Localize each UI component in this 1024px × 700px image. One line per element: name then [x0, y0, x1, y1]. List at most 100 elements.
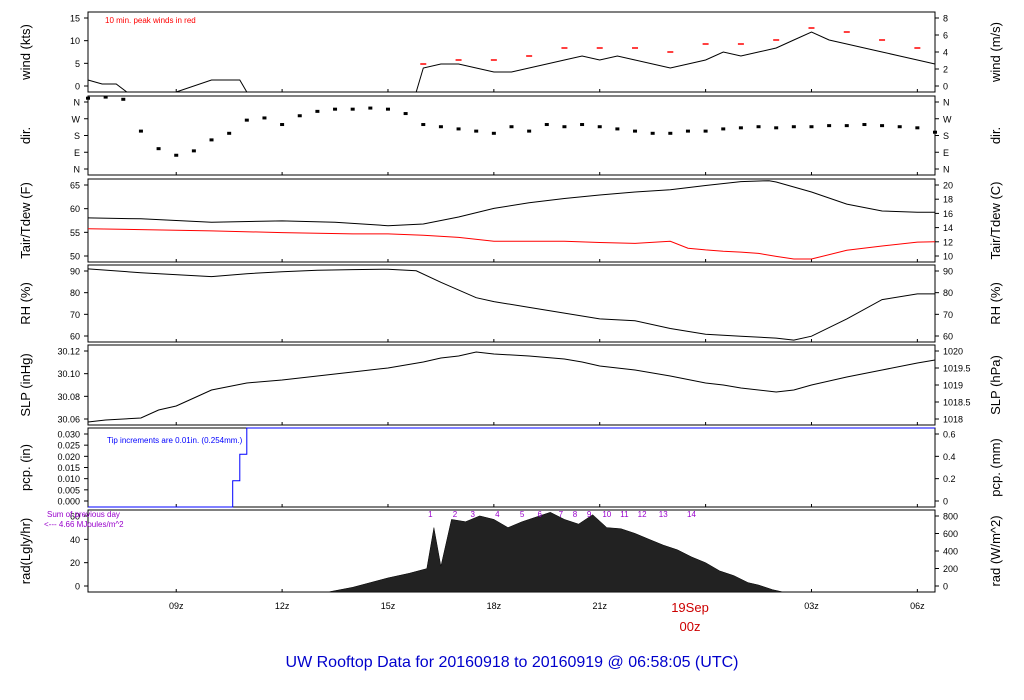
left-tick-label: 70: [70, 310, 80, 320]
left-tick-label: 0.025: [57, 441, 80, 451]
y-axis-label: wind (kts): [18, 24, 33, 81]
rad-hour-label: 5: [520, 510, 525, 519]
right-tick-label: 1018: [943, 415, 963, 425]
right-tick-label: 200: [943, 564, 958, 574]
left-tick-label: 0: [75, 582, 80, 592]
right-tick-label: 1020: [943, 347, 963, 357]
right-tick-label: 0: [943, 497, 948, 507]
panel-frame: [87, 264, 936, 343]
left-tick-label: E: [74, 148, 80, 158]
dir-point: [438, 125, 443, 129]
left-tick-label: 0.010: [57, 474, 80, 484]
right-tick-label: 60: [943, 332, 953, 342]
left-tick-label: 0.015: [57, 463, 80, 473]
dir-point: [86, 96, 90, 100]
y-axis-label-right: SLP (hPa): [988, 355, 1003, 415]
left-tick-label: 5: [75, 59, 80, 69]
right-tick-label: 0: [943, 582, 948, 592]
dir-point: [685, 129, 690, 133]
time-tick-label: 06z: [910, 601, 925, 611]
left-tick-label: 0: [75, 82, 80, 92]
y-axis-label-right: RH (%): [988, 282, 1003, 325]
dir-point: [456, 127, 461, 131]
rad-hour-label: 8: [573, 510, 578, 519]
dir-point: [827, 124, 832, 128]
right-tick-label: 0.6: [943, 430, 956, 440]
rad-area: [327, 512, 784, 593]
chart-title: UW Rooftop Data for 20160918 to 20160919…: [286, 654, 739, 671]
dir-point: [615, 127, 620, 131]
y-axis-label: SLP (inHg): [18, 353, 33, 416]
time-tick-label: 15z: [381, 601, 396, 611]
date-label-time: 00z: [680, 619, 701, 634]
dir-point: [527, 129, 532, 133]
left-tick-label: W: [72, 114, 81, 124]
left-tick-label: 80: [70, 288, 80, 298]
right-tick-label: 1018.5: [943, 398, 971, 408]
series-tair: [87, 180, 935, 227]
dir-point: [174, 153, 179, 157]
left-tick-label: 30.12: [57, 347, 80, 357]
left-tick-label: 30.10: [57, 369, 80, 379]
left-tick-label: 65: [70, 181, 80, 191]
dir-point: [103, 95, 108, 99]
dir-point: [244, 118, 249, 122]
dir-point: [915, 126, 920, 130]
right-tick-label: 20: [943, 181, 953, 191]
left-tick-label: 10: [70, 36, 80, 46]
dir-point: [562, 125, 567, 129]
right-tick-label: 18: [943, 195, 953, 205]
dir-point: [791, 125, 796, 129]
y-axis-label: pcp. (in): [18, 444, 33, 491]
rad-hour-label: 7: [559, 510, 564, 519]
y-axis-label-right: dir.: [988, 127, 1003, 144]
rad-hour-label: 2: [453, 510, 458, 519]
left-tick-label: 60: [70, 204, 80, 214]
y-axis-label-right: rad (W/m^2): [988, 515, 1003, 586]
rad-hour-label: 1: [428, 510, 433, 519]
dir-point: [491, 131, 496, 135]
dir-point: [738, 126, 743, 130]
right-tick-label: 14: [943, 223, 953, 233]
right-tick-label: 80: [943, 288, 953, 298]
dir-point: [544, 123, 549, 127]
right-tick-label: N: [943, 165, 950, 175]
left-tick-label: 90: [70, 267, 80, 277]
dir-point: [333, 107, 338, 111]
y-axis-label-right: pcp. (mm): [988, 438, 1003, 497]
dir-point: [809, 125, 814, 129]
panel-frame: [87, 344, 936, 426]
dir-point: [668, 131, 673, 135]
dir-point: [368, 106, 373, 110]
dir-point: [774, 126, 779, 130]
panel-slp: SLP (inHg) SLP (hPa) 30.06 30.08 30.10 30.12 1…: [18, 344, 1003, 426]
dir-point: [580, 123, 585, 127]
left-tick-label: 50: [70, 252, 80, 262]
y-axis-label: Tair/Tdew (F): [18, 182, 33, 259]
dir-point: [844, 124, 849, 128]
dir-point: [138, 129, 143, 133]
right-tick-label: 90: [943, 267, 953, 277]
dir-point: [227, 131, 232, 135]
right-tick-label: S: [943, 131, 949, 141]
right-tick-label: 6: [943, 31, 948, 41]
right-tick-label: 0.2: [943, 474, 956, 484]
dir-point: [880, 124, 885, 128]
dir-point: [421, 123, 426, 127]
dir-point: [650, 131, 655, 135]
right-tick-label: 16: [943, 209, 953, 219]
rad-annotation-2: <--- 4.66 MJoules/m^2: [44, 520, 124, 529]
right-tick-label: 600: [943, 529, 958, 539]
right-tick-label: 4: [943, 48, 948, 58]
right-tick-label: 0.4: [943, 452, 956, 462]
dir-point: [509, 125, 514, 129]
left-tick-label: 30.08: [57, 392, 80, 402]
dir-point: [385, 107, 390, 111]
left-tick-label: 30.06: [57, 415, 80, 425]
right-tick-label: 800: [943, 512, 958, 522]
dir-point: [597, 125, 602, 129]
series-slp: [87, 351, 936, 423]
wind-annotation: 10 min. peak winds in red: [105, 16, 196, 25]
dir-point: [756, 125, 761, 129]
